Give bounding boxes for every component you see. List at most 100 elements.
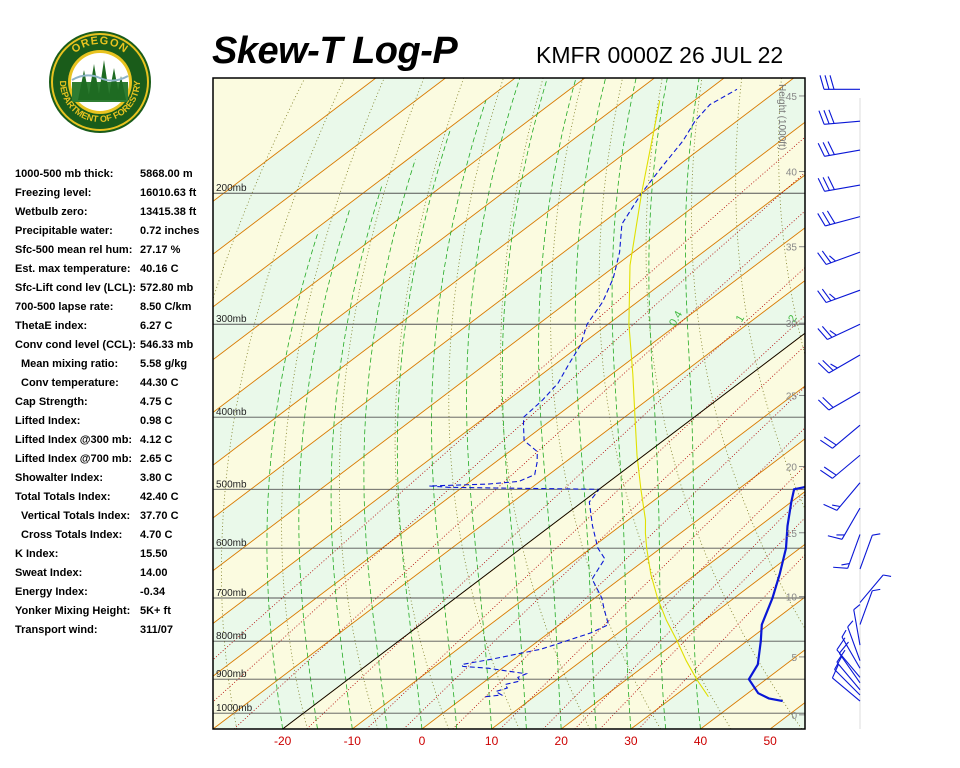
moist-adiabat <box>298 208 351 729</box>
index-value: 2.65 C <box>140 453 173 465</box>
index-row: Energy Index: -0.34 <box>15 586 215 605</box>
pressure-label: 700mb <box>216 588 247 599</box>
index-row: Conv temperature: 44.30 C <box>15 377 215 396</box>
index-label: Sfc-Lift cond lev (LCL): <box>15 282 136 294</box>
plot-area: 0.4 1 2 3 5 8200mb300mb400mb500mb600mb700mb80… <box>213 78 960 729</box>
index-value: 37.70 C <box>140 510 179 522</box>
index-value: 572.80 mb <box>140 282 194 294</box>
wind-barb <box>819 75 860 90</box>
dry-adiabat <box>500 78 591 729</box>
isotherm-line <box>213 78 586 361</box>
index-value: 8.50 C/km <box>140 301 192 313</box>
moist-adiabat <box>396 130 451 729</box>
index-row: Mean mixing ratio: 5.58 g/kg <box>15 358 215 377</box>
oregon-forestry-logo: OREGON DEPARTMENT OF FORESTRY <box>49 31 151 133</box>
index-label: ThetaE index: <box>15 320 88 332</box>
dry-adiabat <box>778 78 805 357</box>
dry-adiabat <box>281 78 385 729</box>
wind-barb <box>817 323 861 340</box>
moist-adiabat <box>330 184 383 729</box>
index-row: Wetbulb zero: 13415.38 ft <box>15 206 215 225</box>
wind-barb <box>817 176 861 192</box>
index-label: Vertical Totals Index: <box>21 510 131 522</box>
moist-adiabat <box>363 159 416 729</box>
height-tick-label: 35 <box>786 243 798 254</box>
moist-adiabat <box>466 78 521 729</box>
dry-adiabat <box>861 78 960 729</box>
index-row: Lifted Index @700 mb: 2.65 C <box>15 453 215 472</box>
index-row: Total Totals Index: 42.40 C <box>15 491 215 510</box>
wind-barb <box>817 354 861 374</box>
index-value: 6.27 C <box>140 320 173 332</box>
x-tick-label: 10 <box>485 734 499 748</box>
index-value: 4.75 C <box>140 396 173 408</box>
pressure-label: 1000mb <box>216 703 253 714</box>
index-value: 27.17 % <box>140 244 181 256</box>
wind-barb <box>859 588 881 625</box>
parcel-profile <box>628 100 709 698</box>
index-value: 546.33 mb <box>140 339 194 351</box>
index-row: K Index: 15.50 <box>15 548 215 567</box>
isotherm-line <box>421 438 805 729</box>
index-row: Freezing level: 16010.63 ft <box>15 187 215 206</box>
x-tick-label: -10 <box>344 734 362 748</box>
dry-adiabat <box>550 78 661 729</box>
wind-barb <box>841 629 861 669</box>
height-tick-label: 15 <box>786 529 798 540</box>
index-label: Cap Strength: <box>15 396 88 408</box>
wind-barb <box>817 250 861 265</box>
index-value: 3.80 C <box>140 472 173 484</box>
index-row: Precipitable water: 0.72 inches <box>15 225 215 244</box>
wind-barb <box>818 109 861 125</box>
mixing-ratio-label: 3 <box>819 313 832 324</box>
height-tick-label: 5 <box>791 653 797 664</box>
moist-adiabat <box>648 78 668 729</box>
height-axis-title: Height (1000ft) <box>776 84 787 150</box>
index-row: Sweat Index: 14.00 <box>15 567 215 586</box>
index-value: 14.00 <box>140 567 168 579</box>
height-tick-label: 30 <box>786 319 798 330</box>
index-value: 0.98 C <box>140 415 173 427</box>
wind-barb <box>859 574 892 603</box>
height-tick-label: 45 <box>786 92 798 103</box>
index-row: Sfc-500 mean rel hum: 27.17 % <box>15 244 215 263</box>
plot-border <box>212 77 806 730</box>
mixing-ratio-line <box>542 465 805 729</box>
wind-barb <box>838 641 861 684</box>
stability-indices-panel: 1000-500 mb thick: 5868.00 m Freezing leve… <box>15 168 215 643</box>
height-tick-label: 0 <box>791 711 797 722</box>
index-label: Showalter Index: <box>15 472 104 484</box>
index-label: Lifted Index: <box>15 415 81 427</box>
wind-barb <box>859 533 881 570</box>
index-label: Conv cond level (CCL): <box>15 339 137 351</box>
isotherm-line <box>213 78 516 308</box>
index-label: 1000-500 mb thick: <box>15 168 114 180</box>
x-tick-label: 50 <box>763 734 777 748</box>
station-time-label: KMFR 0000Z 26 JUL 22 <box>536 42 784 68</box>
moist-adiabat <box>611 78 637 729</box>
dewpoint-profile <box>429 88 738 698</box>
wind-barb <box>827 507 861 540</box>
index-label: Conv temperature: <box>21 377 119 389</box>
index-value: 5K+ ft <box>140 605 171 617</box>
index-label: Wetbulb zero: <box>15 206 88 218</box>
index-value: 4.70 C <box>140 529 173 541</box>
isotherm-line <box>213 121 805 572</box>
height-tick-label: 40 <box>786 168 798 179</box>
index-label: Lifted Index @700 mb: <box>15 453 133 465</box>
index-label: Precipitable water: <box>15 225 113 237</box>
mixing-ratio-line <box>366 314 805 729</box>
moist-adiabat <box>538 78 577 729</box>
dry-adiabat <box>940 78 960 729</box>
reference-profile <box>282 332 805 729</box>
dry-adiabat <box>645 78 803 729</box>
index-label: Freezing level: <box>15 187 92 199</box>
pressure-label: 800mb <box>216 631 247 642</box>
isotherm-line <box>213 279 805 729</box>
wind-barb <box>831 664 861 702</box>
wind-barb <box>817 391 861 411</box>
index-row: 1000-500 mb thick: 5868.00 m <box>15 168 215 187</box>
index-row: Est. max temperature: 40.16 C <box>15 263 215 282</box>
pressure-label: 200mb <box>216 183 247 194</box>
